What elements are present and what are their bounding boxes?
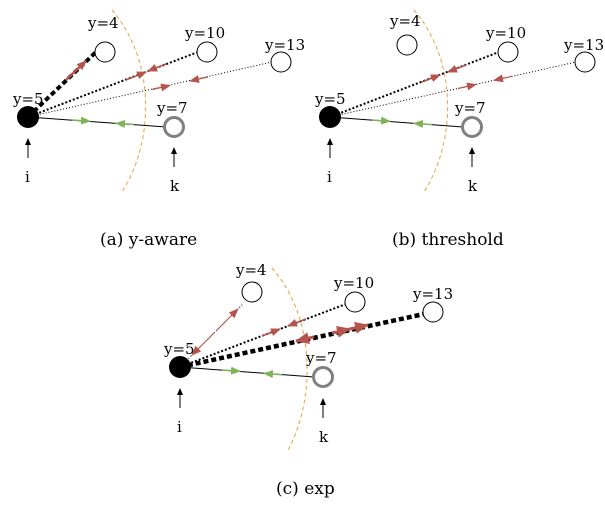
pointer-arrow-head [320, 398, 326, 405]
label-y5: y=5 [314, 90, 346, 108]
node-i [17, 106, 39, 128]
red-arrow [331, 325, 351, 338]
label-y4: y=4 [235, 261, 267, 279]
green-arrow [371, 116, 391, 125]
label-y7: y=7 [156, 99, 188, 117]
red-arrow [349, 321, 369, 334]
pointer-label-k: k [319, 428, 329, 446]
node-y4 [241, 281, 263, 303]
pointer-label-i: i [327, 168, 332, 186]
label-y4: y=4 [389, 12, 421, 30]
red-arrow [295, 332, 315, 345]
red-arrow [261, 328, 281, 337]
pointer-label-k: k [468, 177, 478, 195]
red-arrow [65, 60, 87, 81]
node-y13 [422, 301, 444, 323]
node-k [163, 116, 185, 138]
red-arrow [447, 64, 467, 73]
red-arrow [151, 83, 171, 92]
label-y4: y=4 [87, 14, 119, 32]
node-y10 [497, 41, 519, 63]
green-arrow [413, 119, 433, 128]
green-arrow [221, 366, 241, 375]
red-arrow [147, 63, 167, 72]
neighborhood-arc [413, 9, 449, 193]
red-arrow [189, 75, 209, 83]
edge-i-k [329, 116, 464, 128]
caption: (a) y-aware [100, 230, 197, 250]
edge-i-c [329, 61, 577, 118]
neighborhood-arc [271, 267, 308, 453]
label-y13: y=13 [412, 285, 453, 303]
edge-i-k [179, 366, 315, 378]
label-y10: y=10 [333, 274, 374, 292]
node-k [312, 366, 334, 388]
pointer-arrow-head [469, 147, 475, 154]
green-arrow [71, 116, 91, 125]
green-arrow [263, 370, 283, 379]
red-arrow [493, 74, 513, 83]
label-y5: y=5 [12, 90, 44, 108]
neighborhood-arc [111, 9, 147, 193]
node-y10 [196, 41, 218, 63]
pointer-arrow-head [177, 388, 183, 395]
green-arrow [115, 119, 135, 128]
label-y7: y=7 [454, 99, 486, 117]
red-arrow [191, 332, 215, 356]
label-y13: y=13 [563, 36, 604, 54]
red-arrow [287, 318, 307, 327]
label-y7: y=7 [305, 349, 337, 367]
panel-b: y=4 y=10 y=13 y=5 y=7 i k (b) threshold [314, 9, 604, 250]
label-y5: y=5 [163, 340, 195, 358]
label-y10: y=10 [184, 24, 225, 42]
caption: (b) threshold [392, 230, 504, 250]
pointer-arrow-head [25, 138, 31, 145]
node-i [169, 356, 191, 378]
node-y4 [94, 41, 116, 63]
pointer-label-i: i [177, 418, 182, 436]
panel-a: y=4 y=10 y=13 y=5 y=7 i k (a) y-aware [12, 9, 305, 250]
red-arrow [457, 82, 477, 91]
node-y4 [396, 34, 418, 56]
edge-i-k [27, 116, 167, 128]
node-i [319, 106, 341, 128]
pointer-label-i: i [25, 168, 30, 186]
red-arrow [421, 74, 441, 83]
panel-c: y=4 y=10 y=13 y=5 y=7 i k (c) exp [163, 261, 453, 499]
label-y13: y=13 [264, 36, 305, 54]
pointer-arrow-head [327, 138, 333, 145]
red-arrow [125, 71, 147, 81]
node-k [461, 116, 483, 138]
label-y10: y=10 [485, 24, 526, 42]
red-arrow [215, 308, 239, 332]
pointer-label-k: k [170, 177, 180, 195]
caption: (c) exp [276, 479, 335, 499]
node-y13 [574, 51, 596, 73]
node-y13 [270, 51, 292, 73]
node-y10 [344, 291, 366, 313]
pointer-arrow-head [171, 147, 177, 154]
